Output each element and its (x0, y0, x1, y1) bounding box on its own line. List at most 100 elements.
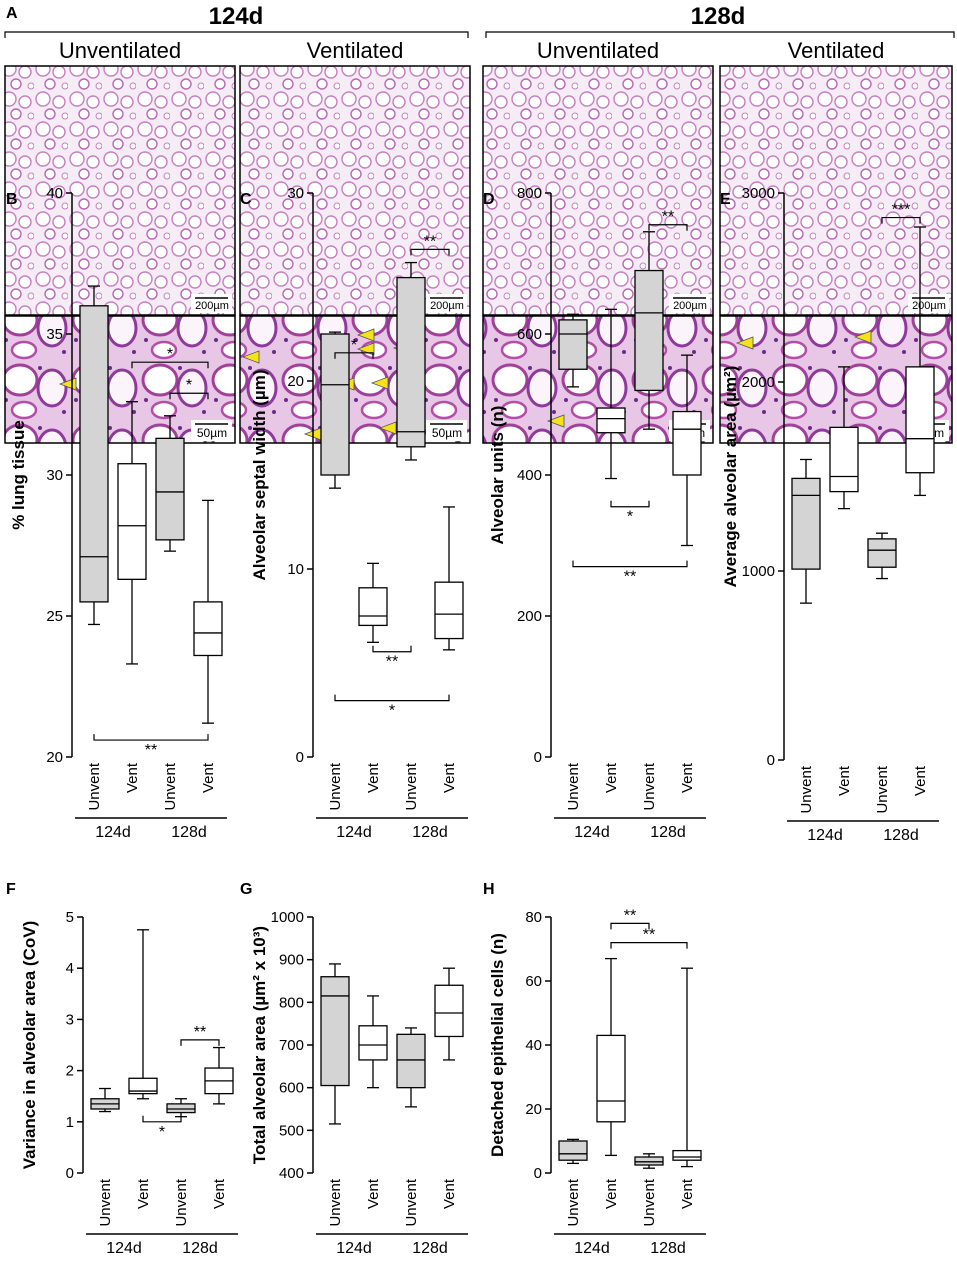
scale-label: 50µm (432, 426, 462, 440)
panel-label: F (6, 881, 16, 898)
x-tick-label: Vent (603, 1178, 620, 1209)
x-tick-label: Vent (679, 762, 696, 793)
box (117, 463, 147, 580)
y-tick-label: 600 (279, 1080, 304, 1097)
y-tick-label: 1000 (742, 563, 775, 580)
group-title: 124d (209, 3, 264, 30)
x-tick-label: Unvent (403, 1178, 420, 1226)
significance-label: * (389, 703, 395, 720)
y-tick-label: 200 (517, 608, 542, 625)
scale-label: 200µm (912, 300, 946, 312)
scale-label: 200µm (195, 300, 229, 312)
y-tick-label: 800 (517, 185, 542, 202)
box (434, 581, 464, 640)
y-tick-label: 2 (66, 1063, 74, 1080)
y-tick-label: 0 (534, 749, 542, 766)
scale-label: 200µm (673, 300, 707, 312)
significance-label: * (627, 509, 633, 526)
box (396, 276, 426, 448)
x-tick-label: Vent (912, 765, 929, 796)
group-label: 128d (182, 1240, 218, 1257)
significance-label: * (159, 1124, 165, 1141)
box (558, 1140, 588, 1161)
significance-bracket (881, 216, 921, 224)
column-title: Ventilated (788, 38, 885, 63)
significance-bracket (334, 694, 450, 702)
box (358, 1025, 388, 1061)
y-tick-label: 2000 (742, 374, 775, 391)
arrowhead (735, 336, 754, 350)
micrograph (719, 65, 953, 316)
significance-label: *** (892, 202, 911, 219)
arrowhead (378, 421, 397, 435)
box (193, 601, 223, 657)
group-label: 124d (336, 824, 372, 841)
box (128, 1077, 158, 1095)
group-label: 128d (412, 824, 448, 841)
significance-label: * (186, 377, 192, 394)
x-tick-label: Vent (441, 762, 458, 793)
arrowhead (356, 342, 375, 356)
micrograph (482, 65, 714, 316)
x-tick-label: Unvent (565, 1178, 582, 1226)
y-tick-label: 20 (46, 749, 63, 766)
significance-bracket (372, 645, 412, 653)
x-tick-label: Vent (603, 762, 620, 793)
box (166, 1103, 196, 1114)
column-title: Ventilated (307, 38, 404, 63)
y-tick-label: 1 (66, 1114, 74, 1131)
y-axis-label: Total alveolar area (µm² x 10³) (250, 926, 269, 1164)
y-tick-label: 0 (767, 752, 775, 769)
box (596, 407, 626, 434)
significance-bracket (334, 352, 374, 359)
significance-bracket (610, 942, 688, 949)
x-tick-label: Unvent (641, 762, 658, 810)
y-tick-label: 80 (525, 909, 542, 926)
y-tick-label: 35 (46, 326, 63, 343)
y-tick-label: 0 (534, 1165, 542, 1182)
y-axis-label: % lung tissue (9, 420, 28, 530)
x-tick-label: Unvent (327, 762, 344, 810)
significance-label: ** (194, 1024, 206, 1041)
significance-label: ** (424, 233, 436, 250)
significance-label: ** (145, 742, 157, 759)
box (320, 976, 350, 1087)
x-tick-label: Unvent (327, 1178, 344, 1226)
scale-box (191, 420, 232, 441)
y-tick-label: 800 (279, 994, 304, 1011)
x-tick-label: Vent (124, 762, 141, 793)
panel-label: G (240, 881, 252, 898)
group-label: 124d (807, 827, 843, 844)
x-tick-label: Vent (211, 1178, 228, 1209)
significance-bracket (93, 734, 209, 741)
significance-label: * (351, 337, 357, 354)
y-tick-label: 30 (287, 185, 304, 202)
y-tick-label: 5 (66, 909, 74, 926)
y-tick-label: 30 (46, 467, 63, 484)
x-tick-label: Vent (679, 1178, 696, 1209)
y-tick-label: 20 (287, 373, 304, 390)
x-tick-label: Vent (365, 762, 382, 793)
y-tick-label: 900 (279, 952, 304, 969)
y-axis-label: Alveolar units (n) (488, 406, 507, 545)
y-axis-label: Alveolar septal width (µm) (250, 370, 269, 581)
box (79, 305, 109, 603)
box (358, 587, 388, 627)
x-tick-label: Unvent (403, 762, 420, 810)
x-tick-label: Unvent (86, 762, 103, 810)
y-axis-label: Variance in alveolar area (CoV) (20, 921, 39, 1170)
x-tick-label: Unvent (641, 1178, 658, 1226)
x-tick-label: Unvent (173, 1178, 190, 1226)
box (396, 1033, 426, 1089)
group-bracket (4, 31, 955, 38)
significance-bracket (648, 224, 688, 231)
x-tick-label: Vent (200, 762, 217, 793)
y-tick-label: 500 (279, 1122, 304, 1139)
y-tick-label: 20 (525, 1101, 542, 1118)
group-label: 124d (95, 824, 131, 841)
significance-bracket (131, 361, 209, 369)
y-tick-label: 60 (525, 973, 542, 990)
significance-label: * (167, 346, 173, 363)
scale-label: 200µm (430, 300, 464, 312)
